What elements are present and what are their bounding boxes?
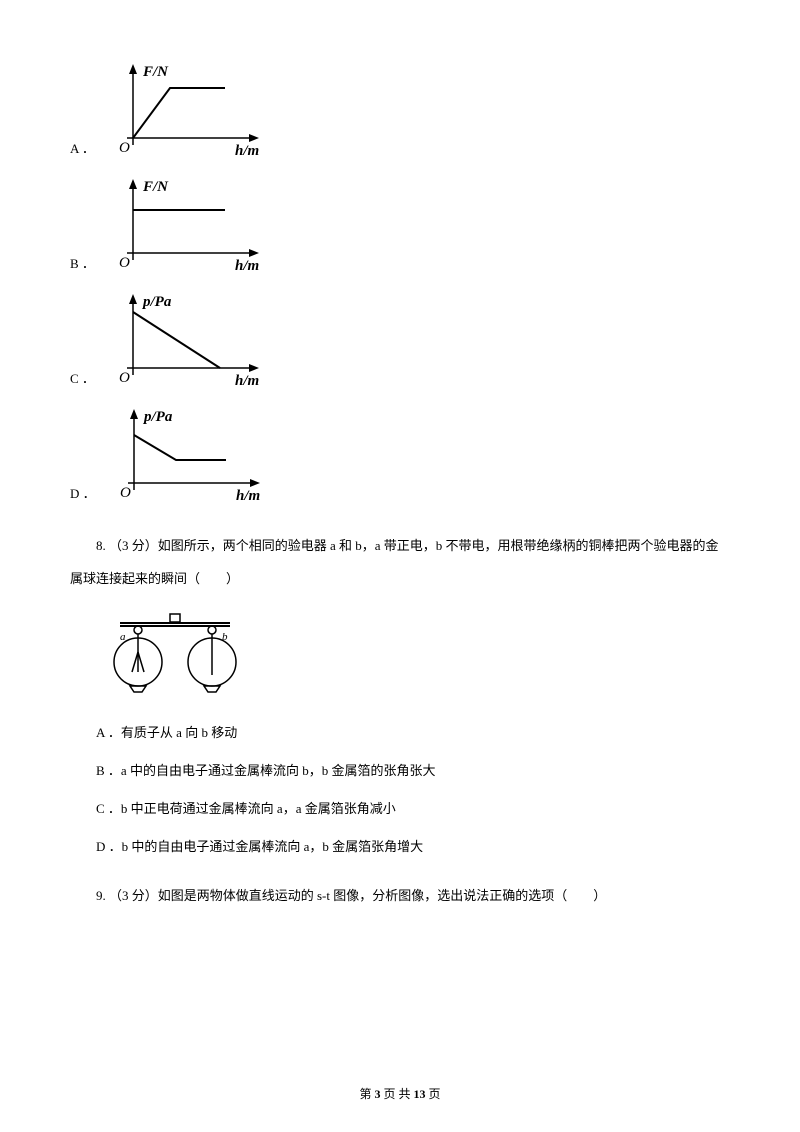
footer-total: 13: [414, 1087, 426, 1101]
q8-option-a: A ．有质子从 a 向 b 移动: [70, 720, 730, 746]
chart-c-xlabel: h/m: [235, 373, 259, 389]
footer-suffix: 页: [426, 1087, 441, 1101]
chart-d-ylabel: p/Pa: [142, 409, 173, 425]
footer-mid: 页 共: [380, 1087, 413, 1101]
question-9-text: 9. （3 分）如图是两物体做直线运动的 s-t 图像，分析图像，选出说法正确的…: [70, 880, 730, 913]
chart-a-origin: O: [119, 140, 130, 156]
chart-a-xlabel: h/m: [235, 143, 259, 159]
option-d-row: D ． p/Pa h/m O: [70, 405, 730, 510]
option-c-label: C ．: [70, 368, 95, 387]
chart-b-xlabel: h/m: [235, 258, 259, 274]
chart-c-origin: O: [119, 370, 130, 386]
option-a-row: A ． F/N h/m O: [70, 60, 730, 165]
footer-prefix: 第: [359, 1087, 374, 1101]
question-8-text: 8. （3 分）如图所示，两个相同的验电器 a 和 b，a 带正电，b 不带电，…: [70, 530, 730, 595]
option-b-row: B ． F/N h/m O: [70, 175, 730, 280]
chart-a-ylabel: F/N: [142, 64, 169, 80]
chart-d-origin: O: [120, 485, 131, 501]
option-d-label: D ．: [70, 483, 96, 502]
electroscope-figure: a b: [102, 610, 730, 700]
q8-option-b: B ．a 中的自由电子通过金属棒流向 b，b 金属箔的张角张大: [70, 758, 730, 784]
chart-b: F/N h/m O: [105, 175, 280, 280]
electro-label-a: a: [120, 631, 126, 643]
option-c-row: C ． p/Pa h/m O: [70, 290, 730, 395]
chart-c-ylabel: p/Pa: [141, 294, 172, 310]
q8-option-d: D ．b 中的自由电子通过金属棒流向 a，b 金属箔张角增大: [70, 834, 730, 860]
page-footer: 第 3 页 共 13 页: [0, 1085, 800, 1102]
electro-label-b: b: [222, 631, 228, 643]
option-b-label: B ．: [70, 253, 95, 272]
chart-c: p/Pa h/m O: [105, 290, 280, 395]
q8-option-c: C ．b 中正电荷通过金属棒流向 a，a 金属箔张角减小: [70, 796, 730, 822]
option-a-label: A ．: [70, 138, 95, 157]
chart-b-origin: O: [119, 255, 130, 271]
chart-b-ylabel: F/N: [142, 179, 169, 195]
chart-a: F/N h/m O: [105, 60, 280, 165]
chart-d-xlabel: h/m: [236, 488, 260, 504]
chart-d: p/Pa h/m O: [106, 405, 281, 510]
